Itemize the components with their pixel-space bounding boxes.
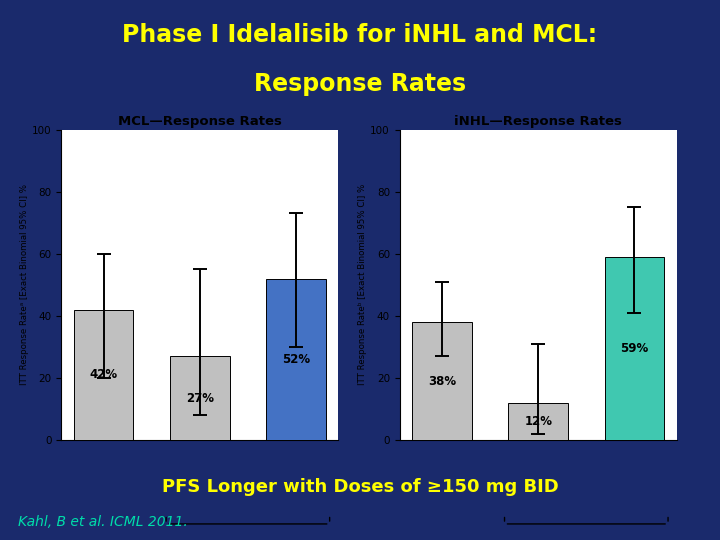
Text: 42%: 42%: [89, 368, 117, 381]
Text: Kahl, B et al. ICML 2011.: Kahl, B et al. ICML 2011.: [18, 515, 188, 529]
Y-axis label: ITT Response Rateᵃ [Exact Binomial 95% CI] %: ITT Response Rateᵃ [Exact Binomial 95% C…: [20, 184, 29, 386]
Text: Phase I Idelalisib for iNHL and MCL:: Phase I Idelalisib for iNHL and MCL:: [122, 23, 598, 46]
Bar: [74, 309, 133, 440]
Text: PFS Longer with Doses of ≥150 mg BID: PFS Longer with Doses of ≥150 mg BID: [161, 477, 559, 496]
Text: Response Rates: Response Rates: [254, 72, 466, 96]
Bar: [266, 279, 326, 440]
Text: 59%: 59%: [620, 342, 649, 355]
Text: 52%: 52%: [282, 353, 310, 366]
Title: MCL—Response Rates: MCL—Response Rates: [118, 116, 282, 129]
Title: iNHL—Response Rates: iNHL—Response Rates: [454, 116, 622, 129]
Bar: [413, 322, 472, 440]
Bar: [508, 403, 568, 440]
Bar: [170, 356, 230, 440]
Text: 27%: 27%: [186, 392, 214, 404]
Bar: [605, 257, 665, 440]
Text: 38%: 38%: [428, 375, 456, 388]
Text: 12%: 12%: [524, 415, 552, 428]
Y-axis label: ITT Response Rateᵇ [Exact Binomial 95% CI] %: ITT Response Rateᵇ [Exact Binomial 95% C…: [359, 184, 367, 386]
